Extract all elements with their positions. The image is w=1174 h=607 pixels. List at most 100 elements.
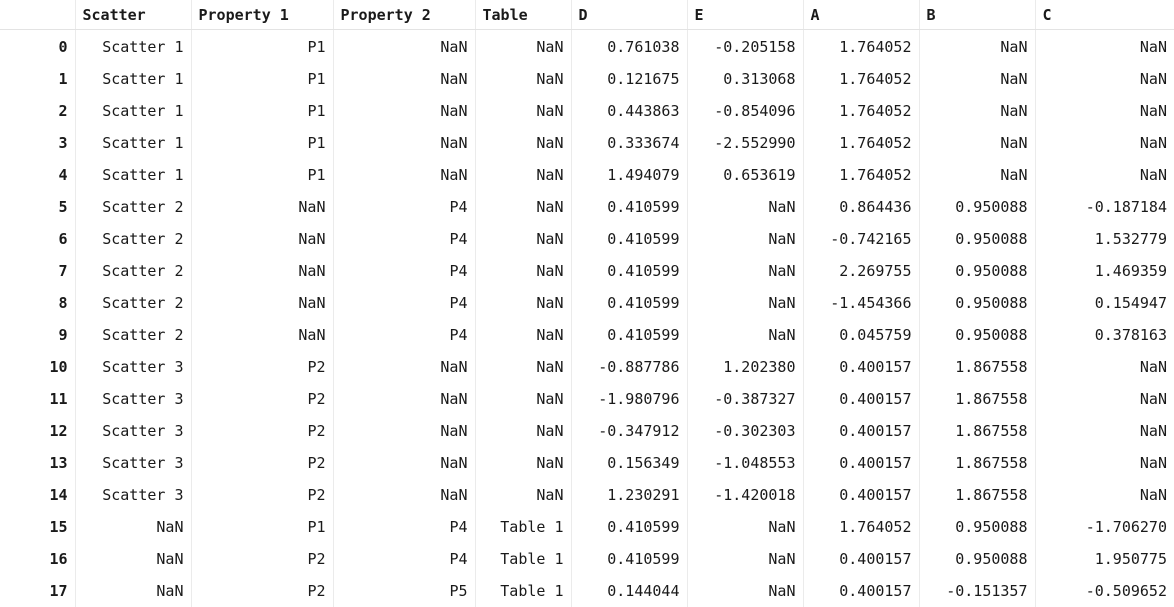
table-cell[interactable]: P2 (191, 575, 334, 607)
table-row[interactable]: 3 Scatter 1 P1 NaN NaN 0.333674 -2.552990 1.764… (0, 127, 1174, 159)
table-cell[interactable]: NaN (475, 319, 572, 351)
table-row[interactable]: 13 Scatter 3 P2 NaN NaN 0.156349 -1.048553 0.40… (0, 447, 1174, 479)
table-cell[interactable]: 0.313068 (687, 63, 804, 95)
table-cell[interactable]: 0.333674 (571, 127, 688, 159)
table-cell[interactable]: NaN (333, 383, 476, 415)
table-cell[interactable]: 0.400157 (803, 447, 920, 479)
table-cell[interactable]: NaN (919, 127, 1036, 159)
table-cell[interactable]: P4 (333, 319, 476, 351)
table-cell[interactable]: Scatter 2 (75, 191, 192, 223)
table-cell[interactable]: NaN (475, 127, 572, 159)
table-cell[interactable]: NaN (333, 29, 476, 63)
table-row[interactable]: 14 Scatter 3 P2 NaN NaN 1.230291 -1.420018 0.40… (0, 479, 1174, 511)
table-cell[interactable]: NaN (333, 159, 476, 191)
table-cell[interactable]: NaN (475, 479, 572, 511)
table-cell[interactable]: NaN (475, 29, 572, 63)
table-cell[interactable]: NaN (687, 287, 804, 319)
table-cell[interactable]: Scatter 2 (75, 255, 192, 287)
table-cell[interactable]: NaN (191, 319, 334, 351)
table-cell[interactable]: P2 (191, 447, 334, 479)
table-row[interactable]: 6 Scatter 2 NaN P4 NaN 0.410599 NaN -0.742165 0.… (0, 223, 1174, 255)
table-cell[interactable]: NaN (687, 511, 804, 543)
table-row[interactable]: 9 Scatter 2 NaN P4 NaN 0.410599 NaN 0.045759 0.9… (0, 319, 1174, 351)
table-cell[interactable]: NaN (687, 543, 804, 575)
table-cell[interactable]: NaN (333, 351, 476, 383)
table-row[interactable]: 12 Scatter 3 P2 NaN NaN -0.347912 -0.302303 0.4… (0, 415, 1174, 447)
table-cell[interactable]: NaN (919, 159, 1036, 191)
table-cell[interactable]: NaN (687, 223, 804, 255)
table-cell[interactable]: P4 (333, 287, 476, 319)
table-cell[interactable]: 0.410599 (571, 255, 688, 287)
table-cell[interactable]: 0.950088 (919, 511, 1036, 543)
table-cell[interactable]: NaN (191, 255, 334, 287)
table-cell[interactable]: Scatter 3 (75, 383, 192, 415)
table-cell[interactable]: 1.950775 (1094, 550, 1167, 568)
table-cell[interactable]: 0.761038 (571, 29, 688, 63)
table-cell[interactable]: Table 1 (475, 543, 572, 575)
table-cell[interactable]: P4 (333, 223, 476, 255)
table-cell[interactable]: 0.410599 (571, 223, 688, 255)
table-cell[interactable]: NaN (1139, 422, 1167, 440)
table-cell[interactable]: NaN (333, 127, 476, 159)
table-cell[interactable]: 0.864436 (803, 191, 920, 223)
table-cell[interactable]: Scatter 1 (75, 159, 192, 191)
table-cell[interactable]: 0.156349 (571, 447, 688, 479)
table-cell[interactable]: Scatter 3 (75, 351, 192, 383)
column-header[interactable]: Scatter (75, 0, 192, 30)
table-cell[interactable]: 1.867558 (919, 479, 1036, 511)
table-cell[interactable]: P4 (333, 543, 476, 575)
table-cell[interactable]: Scatter 3 (75, 479, 192, 511)
table-cell[interactable]: 0.144044 (571, 575, 688, 607)
table-cell[interactable]: 1.867558 (919, 383, 1036, 415)
table-cell[interactable]: -2.552990 (687, 127, 804, 159)
table-row[interactable]: 2 Scatter 1 P1 NaN NaN 0.443863 -0.854096 1.764… (0, 95, 1174, 127)
table-cell[interactable]: NaN (333, 479, 476, 511)
table-cell[interactable]: 0.400157 (803, 383, 920, 415)
table-cell[interactable]: NaN (75, 511, 192, 543)
table-cell[interactable]: 1.202380 (687, 351, 804, 383)
table-cell[interactable]: P1 (191, 63, 334, 95)
table-cell[interactable]: P1 (191, 127, 334, 159)
table-cell[interactable]: NaN (333, 63, 476, 95)
table-cell[interactable]: NaN (1139, 358, 1167, 376)
table-cell[interactable]: NaN (475, 159, 572, 191)
table-cell[interactable]: -1.706270 (1085, 518, 1167, 536)
table-cell[interactable]: 0.400157 (803, 351, 920, 383)
table-cell[interactable]: 0.121675 (571, 63, 688, 95)
table-cell[interactable]: NaN (475, 287, 572, 319)
table-cell[interactable]: NaN (191, 287, 334, 319)
table-cell[interactable]: Scatter 2 (75, 287, 192, 319)
table-cell[interactable]: P2 (191, 479, 334, 511)
table-row[interactable]: 4 Scatter 1 P1 NaN NaN 1.494079 0.653619 1.7640… (0, 159, 1174, 191)
table-cell[interactable]: P4 (333, 511, 476, 543)
table-cell[interactable]: 2.269755 (803, 255, 920, 287)
table-cell[interactable]: 0.410599 (571, 511, 688, 543)
table-row[interactable]: 0 Scatter 1 P1 NaN NaN 0.761038 -0.205158 1.764… (0, 29, 1174, 63)
table-cell[interactable]: 0.400157 (803, 479, 920, 511)
table-cell[interactable]: 0.950088 (919, 223, 1036, 255)
table-cell[interactable]: NaN (919, 29, 1036, 63)
table-cell[interactable]: -1.980796 (571, 383, 688, 415)
table-cell[interactable]: Scatter 2 (75, 319, 192, 351)
table-cell[interactable]: NaN (75, 575, 192, 607)
table-cell[interactable]: Table 1 (475, 575, 572, 607)
table-cell[interactable]: NaN (687, 255, 804, 287)
table-cell[interactable]: Scatter 3 (75, 447, 192, 479)
table-cell[interactable]: -0.205158 (687, 29, 804, 63)
table-cell[interactable]: 0.443863 (571, 95, 688, 127)
column-header[interactable]: D (571, 0, 688, 30)
table-cell[interactable]: Scatter 1 (75, 29, 192, 63)
table-cell[interactable]: Scatter 1 (75, 95, 192, 127)
table-cell[interactable]: NaN (475, 351, 572, 383)
table-cell[interactable]: NaN (75, 543, 192, 575)
table-cell[interactable]: 0.400157 (803, 543, 920, 575)
table-cell[interactable]: 0.378163 (1094, 326, 1167, 344)
table-cell[interactable]: 1.469359 (1094, 262, 1167, 280)
table-row[interactable]: 15 NaN P1 P4 Table 1 0.410599 NaN 1.764052 0.950… (0, 511, 1174, 543)
table-cell[interactable]: 1.764052 (803, 63, 920, 95)
table-cell[interactable]: NaN (687, 319, 804, 351)
table-cell[interactable]: -0.854096 (687, 95, 804, 127)
table-cell[interactable]: Scatter 1 (75, 127, 192, 159)
table-cell[interactable]: NaN (1139, 134, 1167, 152)
table-cell[interactable]: 1.532779 (1094, 230, 1167, 248)
